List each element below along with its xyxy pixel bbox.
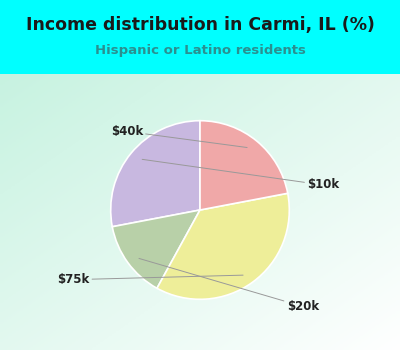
Text: $20k: $20k (139, 258, 319, 313)
Wedge shape (111, 121, 200, 227)
Text: $10k: $10k (142, 159, 339, 191)
Text: Hispanic or Latino residents: Hispanic or Latino residents (94, 44, 306, 57)
Wedge shape (112, 210, 200, 288)
Wedge shape (200, 121, 288, 210)
Text: $40k: $40k (111, 125, 247, 147)
Text: $75k: $75k (57, 273, 243, 286)
Wedge shape (157, 193, 289, 299)
Text: Income distribution in Carmi, IL (%): Income distribution in Carmi, IL (%) (26, 16, 374, 34)
